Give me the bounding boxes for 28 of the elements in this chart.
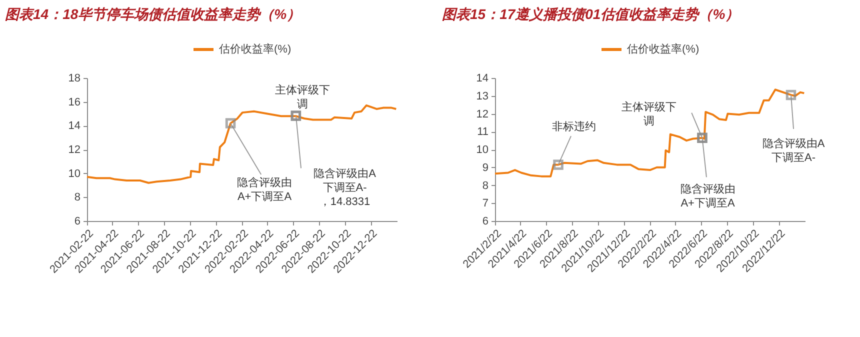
y-tick-label: 13 [476,90,488,102]
legend-label: 估价收益率(%) [627,42,700,56]
y-tick-label: 7 [482,198,488,210]
annotation: 隐含评级由A下调至A-，14.8331 [314,167,377,208]
annotation: 隐含评级由A下调至A- [762,137,826,164]
y-tick-label: 12 [476,108,488,120]
chart-title: 图表15：17遵义播投债01估值收益率走势（%） [442,6,740,22]
y-tick-label: 14 [68,120,80,132]
y-tick-label: 14 [476,72,488,84]
y-tick-label: 12 [68,144,80,156]
y-tick-label: 10 [476,144,488,156]
y-tick-label: 6 [482,216,488,228]
y-tick-label: 9 [482,162,488,174]
chart-title: 图表14：18毕节停车场债估值收益率走势（%） [5,6,301,22]
y-tick-label: 8 [482,180,488,192]
line-series [494,88,806,178]
legend-label: 估价收益率(%) [219,42,292,56]
y-tick-label: 10 [68,168,80,180]
annotation: 主体评级下调 [622,100,677,128]
y-tick-label: 8 [74,192,80,204]
annotation: 隐含评级由A+下调至A [237,176,292,203]
annotation: 隐含评级由A+下调至A [680,182,736,210]
annotation: 非标违约 [552,120,596,134]
annotation: 主体评级下调 [275,84,330,111]
y-tick-label: 11 [477,126,488,138]
y-tick-label: 16 [68,96,80,108]
y-tick-label: 6 [74,216,80,228]
y-tick-label: 18 [68,72,80,84]
